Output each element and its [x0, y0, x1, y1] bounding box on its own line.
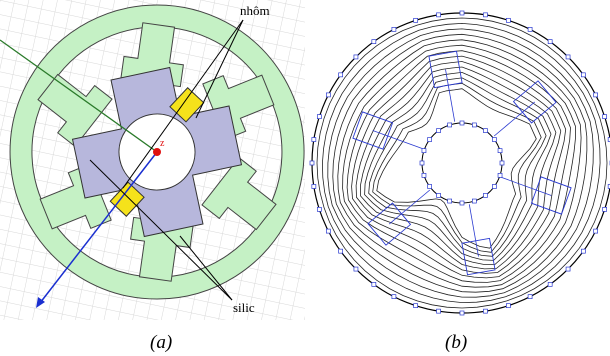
mesh-node: [339, 73, 343, 77]
mesh-node: [581, 73, 585, 77]
mesh-node: [506, 304, 510, 308]
mesh-node: [436, 129, 440, 133]
mesh-node: [422, 149, 426, 153]
mesh-node: [492, 137, 496, 141]
mesh-node: [428, 137, 432, 141]
panel-a: z: [0, 0, 305, 320]
mesh-node: [498, 149, 502, 153]
mesh-node: [492, 185, 496, 189]
mesh-node: [500, 161, 504, 165]
mesh-node: [354, 267, 358, 271]
mesh-node: [422, 173, 426, 177]
mesh-node: [312, 184, 316, 188]
mesh-node: [528, 27, 532, 31]
mesh-node: [448, 123, 452, 127]
mesh-node: [339, 249, 343, 253]
mesh-node: [506, 18, 510, 22]
axis-label: z: [160, 138, 165, 149]
mesh-node: [548, 40, 552, 44]
mesh-node: [460, 311, 464, 315]
mesh-node: [372, 40, 376, 44]
caption: (b): [445, 332, 467, 353]
aluminum-label: nhôm: [240, 3, 270, 18]
mesh-node: [310, 161, 314, 165]
mesh-node: [354, 55, 358, 59]
mesh-node: [326, 229, 330, 233]
mesh-node: [392, 27, 396, 31]
mesh-node: [472, 199, 476, 203]
mesh-node: [420, 161, 424, 165]
mesh-node: [312, 138, 316, 142]
mesh-node: [436, 193, 440, 197]
figure: z nhôm silic (a) (b): [0, 0, 610, 356]
mesh-node: [428, 185, 432, 189]
mesh-node: [414, 18, 418, 22]
mesh-node: [460, 121, 464, 125]
silicon-label: silic: [233, 300, 255, 315]
mesh-node: [437, 309, 441, 313]
caption: (a): [150, 332, 172, 353]
mesh-node: [317, 115, 321, 119]
mesh-node: [317, 207, 321, 211]
mesh-node: [448, 199, 452, 203]
mesh-node: [566, 55, 570, 59]
mesh-node: [594, 93, 598, 97]
mesh-node: [460, 11, 464, 15]
mesh-node: [581, 249, 585, 253]
mesh-node: [483, 13, 487, 17]
mesh-node: [437, 13, 441, 17]
mesh-node: [603, 207, 607, 211]
mesh-node: [484, 193, 488, 197]
mesh-node: [460, 201, 464, 205]
mesh-node: [498, 173, 502, 177]
mesh-node: [414, 304, 418, 308]
origin-point: [153, 148, 161, 156]
mesh-node: [326, 93, 330, 97]
mesh-node: [472, 123, 476, 127]
mesh-node: [372, 282, 376, 286]
mesh-node: [566, 267, 570, 271]
mesh-node: [392, 295, 396, 299]
mesh-node: [528, 295, 532, 299]
mesh-node: [548, 282, 552, 286]
mesh-node: [483, 309, 487, 313]
mesh-node: [603, 115, 607, 119]
panel-b: [310, 11, 610, 315]
mesh-node: [484, 129, 488, 133]
mesh-node: [594, 229, 598, 233]
